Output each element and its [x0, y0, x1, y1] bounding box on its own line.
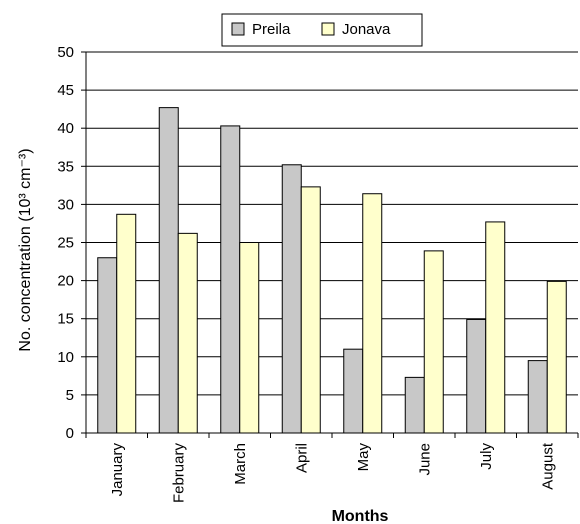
bar-jonava-may: [362, 193, 383, 434]
bar-jonava-july: [485, 221, 506, 434]
y-tick-label: 45: [57, 82, 74, 99]
legend-swatch-jonava: [321, 22, 335, 36]
legend-label-jonava: Jonava: [342, 21, 391, 38]
bar-preila-april: [281, 164, 302, 434]
y-tick-label: 30: [57, 196, 74, 213]
x-tick-label: January: [109, 443, 126, 497]
x-tick-label: May: [355, 443, 372, 472]
bar-preila-march: [220, 125, 241, 434]
x-tick-label: June: [416, 443, 433, 476]
bar-preila-august: [527, 360, 548, 434]
bar-jonava-february: [177, 232, 198, 434]
legend: Preila Jonava: [221, 13, 423, 47]
bar-preila-february: [158, 107, 179, 434]
y-axis-title: No. concentration (10³ cm⁻³): [17, 148, 34, 351]
x-tick-label: July: [478, 443, 495, 470]
bar-jonava-april: [300, 186, 321, 434]
y-tick-label: 20: [57, 273, 74, 290]
y-tick-label: 10: [57, 349, 74, 366]
x-tick-label: February: [170, 443, 187, 504]
y-tick-label: 5: [66, 387, 74, 404]
x-tick-label: April: [293, 443, 310, 473]
bar-jonava-august: [546, 280, 567, 434]
x-tick-label: March: [232, 443, 249, 485]
bars: [97, 107, 567, 434]
x-axis-ticks: January February March April May June July Augu…: [85, 433, 579, 504]
y-axis-ticks: 0 5 10 15 20 25 30 35 40 45 50: [57, 44, 86, 442]
bar-preila-may: [343, 348, 364, 434]
y-tick-label: 35: [57, 158, 74, 175]
y-tick-label: 15: [57, 311, 74, 328]
bar-preila-july: [466, 318, 487, 434]
x-axis-title: Months: [332, 508, 389, 524]
bar-preila-june: [404, 376, 425, 434]
legend-label-preila: Preila: [252, 21, 291, 38]
bar-jonava-march: [239, 242, 260, 434]
bar-jonava-january: [116, 213, 137, 434]
y-tick-label: 40: [57, 120, 74, 137]
legend-swatch-preila: [231, 22, 245, 36]
y-tick-label: 25: [57, 235, 74, 252]
y-tick-label: 0: [66, 425, 74, 442]
y-tick-label: 50: [57, 44, 74, 61]
bar-jonava-june: [423, 250, 444, 434]
bar-preila-january: [97, 257, 118, 434]
x-tick-label: August: [539, 442, 556, 490]
